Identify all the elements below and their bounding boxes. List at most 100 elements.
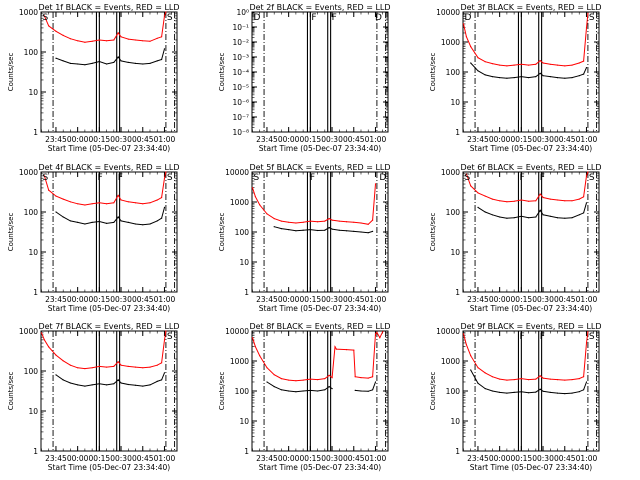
x-tick-label: 00:15 (89, 135, 111, 144)
series-events (470, 369, 588, 395)
event-marker-label: F (332, 13, 337, 23)
x-axis-label: Start Time (05-Dec-07 23:34:40) (259, 144, 381, 153)
plot-frame (462, 330, 600, 452)
y-tick-label: 10 (28, 407, 38, 416)
y-tick-label: 10000 (225, 327, 249, 336)
series-line-events (266, 381, 333, 393)
y-tick-label: 1000 (441, 357, 460, 366)
x-tick-label: 23:45 (45, 135, 67, 144)
x-tick-label: 00:30 (532, 454, 554, 463)
y-tick-label: 1000 (441, 168, 460, 177)
x-tick-label: 00:00 (489, 135, 511, 144)
plot-frame (462, 171, 600, 293)
x-tick-label: 23:45 (256, 135, 278, 144)
y-axis-label: Counts/sec (429, 213, 437, 252)
series-events (55, 372, 166, 387)
y-tick-label: 100 (235, 228, 250, 237)
x-tick-label: 00:45 (132, 295, 154, 304)
y-axis-label: Counts/sec (7, 372, 15, 411)
chart-title: Det 6f BLACK = Events, RED = LLD (460, 163, 601, 172)
x-tick-label: 01:00 (576, 295, 598, 304)
y-tick-label: 100 (24, 367, 39, 376)
x-tick-label: 00:00 (278, 135, 300, 144)
x-tick-label: 23:45 (467, 135, 489, 144)
y-axis-label: Counts/sec (429, 372, 437, 411)
event-marker-label: S (167, 332, 173, 342)
x-axis-label: Start Time (05-Dec-07 23:34:40) (470, 304, 592, 313)
plot-frame (40, 171, 178, 293)
y-tick-label: 10 (450, 417, 460, 426)
series-lld (251, 183, 377, 225)
series-events (266, 381, 377, 393)
y-tick-label: 10000 (436, 8, 460, 17)
x-tick-label: 00:15 (511, 454, 533, 463)
series-events (273, 226, 374, 234)
series-line-lld (252, 331, 384, 382)
y-tick-label: 10⁰ (236, 8, 249, 17)
y-tick-label: 1 (244, 288, 249, 297)
event-marker-label: S (42, 13, 48, 23)
y-tick-label: 1 (455, 128, 460, 137)
event-marker-label: S (167, 173, 173, 183)
x-tick-label: 00:30 (532, 135, 554, 144)
y-tick-label: 10⁻³ (232, 53, 249, 62)
y-tick-label: 1 (455, 447, 460, 456)
chart-panel-4: Det 4f BLACK = Events, RED = LLD 1 10 100 10… (7, 163, 180, 313)
chart-title: Det 8f BLACK = Events, RED = LLD (249, 322, 390, 331)
event-marker-label: F (519, 173, 524, 183)
y-tick-label: 1000 (19, 327, 38, 336)
event-marker-label: F (311, 13, 316, 23)
y-tick-label: 100 (235, 387, 250, 396)
y-tick-label: 100 (446, 68, 461, 77)
y-tick-label: 10⁻⁴ (232, 68, 249, 77)
x-tick-label: 00:15 (89, 454, 111, 463)
event-marker-label: S (464, 173, 470, 183)
chart-panel-7: Det 7f BLACK = Events, RED = LLD 1 10 100 10… (7, 322, 180, 472)
series-line-events (55, 372, 165, 387)
x-tick-label: 00:30 (321, 295, 343, 304)
y-tick-label: 10 (28, 88, 38, 97)
y-tick-label: 10 (28, 248, 38, 257)
x-tick-label: 00:00 (67, 295, 89, 304)
x-axis-label: Start Time (05-Dec-07 23:34:40) (259, 463, 381, 472)
x-tick-label: 01:00 (576, 135, 598, 144)
chart-panel-8: Det 8f BLACK = Events, RED = LLD 1 10 100 10… (218, 322, 391, 472)
y-tick-label: 100 (24, 48, 39, 57)
series-line-events (55, 207, 165, 226)
chart-title: Det 7f BLACK = Events, RED = LLD (38, 322, 179, 331)
plot-frame (462, 11, 600, 133)
event-marker-label: S (253, 173, 259, 183)
series-line-events (477, 202, 587, 219)
series-events (470, 62, 588, 79)
chart-title: Det 9f BLACK = Events, RED = LLD (460, 322, 601, 331)
x-tick-label: 01:00 (365, 295, 387, 304)
series-line-lld (43, 11, 167, 43)
y-axis-label: Counts/sec (7, 53, 15, 92)
y-axis-label: Counts/sec (218, 372, 226, 411)
x-tick-label: 00:45 (132, 454, 154, 463)
event-marker-label: F (540, 173, 545, 183)
chart-title: Det 3f BLACK = Events, RED = LLD (460, 3, 601, 12)
y-tick-label: 1000 (230, 357, 249, 366)
x-axis-label: Start Time (05-Dec-07 23:34:40) (259, 304, 381, 313)
series-line-events (470, 62, 587, 79)
series-events (477, 202, 588, 219)
y-tick-label: 1000 (19, 8, 38, 17)
x-tick-label: 23:45 (467, 295, 489, 304)
x-tick-label: 23:45 (45, 295, 67, 304)
chart-panel-3: Det 3f BLACK = Events, RED = LLD 1 10 100 10… (429, 3, 602, 153)
y-tick-label: 10 (239, 258, 249, 267)
x-axis-label: Start Time (05-Dec-07 23:34:40) (470, 144, 592, 153)
y-axis-label: Counts/sec (218, 213, 226, 252)
x-tick-label: 00:30 (110, 135, 132, 144)
x-tick-label: 00:00 (489, 454, 511, 463)
x-tick-label: 00:15 (300, 454, 322, 463)
x-tick-label: 00:45 (554, 135, 576, 144)
series-line-lld (465, 171, 589, 203)
y-tick-label: 10⁻¹ (232, 23, 249, 32)
x-tick-label: 01:00 (154, 295, 176, 304)
x-tick-label: 00:15 (511, 295, 533, 304)
x-tick-label: 00:30 (532, 295, 554, 304)
x-tick-label: 00:45 (132, 135, 154, 144)
y-tick-label: 10 (450, 98, 460, 107)
